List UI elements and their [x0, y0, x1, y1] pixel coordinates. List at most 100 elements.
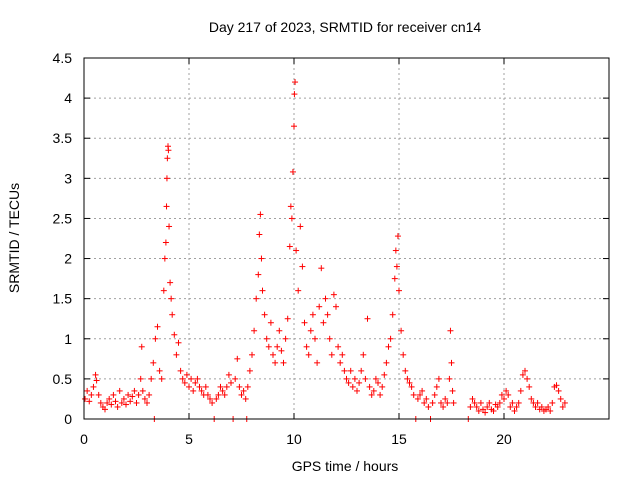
data-point [88, 391, 95, 398]
data-point [177, 367, 184, 374]
data-point [238, 391, 245, 398]
y-tick-label: 2.5 [53, 210, 73, 226]
data-point [347, 367, 354, 374]
data-point [442, 395, 449, 402]
data-point [280, 359, 287, 366]
data-point [82, 395, 89, 402]
data-point [175, 339, 182, 346]
x-tick-label: 15 [391, 431, 407, 447]
data-point [324, 311, 331, 318]
data-point [207, 395, 213, 402]
data-point [473, 403, 480, 410]
data-point [93, 377, 100, 384]
data-point [484, 403, 491, 410]
data-point [288, 215, 295, 222]
data-point [419, 387, 426, 394]
data-point [505, 391, 512, 398]
data-point [394, 233, 401, 240]
x-tick-labels: 0 5 10 15 20 [80, 431, 512, 447]
data-point [127, 398, 134, 405]
data-point [129, 393, 136, 400]
y-tick-label: 4.5 [53, 50, 73, 66]
x-tick-label: 0 [80, 431, 88, 447]
x-axis-label: GPS time / hours [292, 458, 399, 474]
data-point [417, 391, 423, 398]
data-point [186, 383, 192, 390]
data-point [379, 383, 386, 390]
data-point [156, 367, 163, 374]
data-point [123, 401, 129, 408]
data-point [139, 387, 146, 394]
data-point [112, 398, 119, 405]
data-point [95, 391, 102, 398]
grid-lines [84, 58, 609, 419]
data-point [316, 303, 323, 310]
data-point [253, 295, 260, 302]
data-point [179, 375, 186, 382]
data-point [221, 391, 228, 398]
data-point [161, 255, 168, 262]
data-point [251, 327, 258, 334]
data-point [494, 403, 501, 410]
data-point [256, 231, 263, 238]
y-tick-label: 4 [64, 90, 72, 106]
data-point [553, 382, 560, 389]
data-point [276, 327, 283, 334]
data-point [372, 375, 379, 382]
data-point [192, 379, 199, 386]
data-point [339, 351, 346, 358]
data-point [545, 403, 552, 410]
data-point [438, 399, 444, 406]
data-point [559, 403, 566, 410]
data-point [292, 79, 299, 86]
data-point [284, 315, 291, 322]
data-point [148, 375, 155, 382]
data-point [291, 123, 297, 130]
data-point [345, 379, 352, 386]
data-point [160, 287, 167, 294]
data-point [249, 351, 255, 358]
data-point [258, 255, 265, 262]
data-point [341, 367, 348, 374]
axis-ticks [83, 57, 609, 420]
data-point [528, 395, 535, 402]
data-point [354, 387, 360, 394]
data-point [194, 375, 201, 382]
data-point [440, 403, 447, 410]
data-point [425, 403, 432, 410]
data-point [400, 351, 407, 358]
data-point [410, 391, 417, 398]
data-point [167, 279, 174, 286]
data-point [517, 387, 524, 394]
data-point [326, 335, 333, 342]
data-point [351, 375, 358, 382]
data-point [137, 375, 144, 382]
x-tick-label: 10 [286, 431, 302, 447]
data-point [477, 399, 484, 406]
data-point [398, 327, 405, 334]
x-tick-label: 20 [496, 431, 512, 447]
data-point [475, 407, 482, 414]
data-point [309, 311, 316, 318]
data-point [181, 379, 188, 386]
data-point [133, 399, 140, 406]
data-point [259, 287, 266, 294]
data-point [364, 315, 371, 322]
data-point [328, 351, 335, 358]
data-point [158, 375, 165, 382]
data-point [118, 399, 125, 406]
y-tick-label: 1 [64, 331, 72, 347]
data-point [196, 383, 203, 390]
data-point [219, 387, 226, 394]
data-point [146, 391, 153, 398]
data-point [538, 403, 545, 410]
data-point [263, 335, 270, 342]
data-point [165, 147, 172, 154]
y-tick-label: 0 [64, 411, 72, 427]
data-point [519, 371, 526, 378]
data-point [404, 375, 411, 382]
data-point [444, 399, 451, 406]
data-point [228, 379, 234, 386]
data-point [391, 275, 398, 282]
data-point [163, 203, 170, 210]
